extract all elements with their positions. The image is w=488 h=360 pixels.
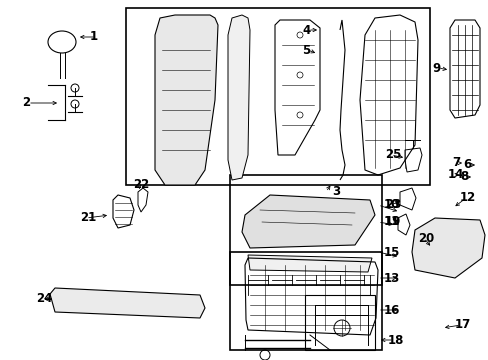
Text: 5: 5 — [302, 44, 309, 57]
Text: 1: 1 — [90, 31, 98, 44]
Text: 4: 4 — [302, 23, 309, 36]
Text: 3: 3 — [331, 185, 340, 198]
Text: 9: 9 — [431, 62, 439, 75]
Text: 24: 24 — [36, 292, 52, 305]
Text: 10: 10 — [383, 198, 400, 211]
Bar — [305, 295, 374, 350]
Polygon shape — [242, 195, 374, 248]
Text: 14: 14 — [447, 168, 464, 181]
Text: 23: 23 — [384, 198, 401, 211]
Text: 13: 13 — [383, 271, 400, 284]
Text: 16: 16 — [383, 303, 400, 316]
Text: 2: 2 — [22, 96, 30, 109]
Text: 25: 25 — [384, 148, 401, 162]
Bar — [126, 8, 429, 185]
Text: 6: 6 — [462, 158, 470, 171]
Text: 21: 21 — [80, 211, 96, 225]
Polygon shape — [227, 15, 249, 180]
Text: 12: 12 — [459, 192, 475, 204]
Text: 20: 20 — [417, 231, 433, 244]
Text: 7: 7 — [451, 157, 459, 170]
Polygon shape — [155, 15, 218, 185]
Text: 17: 17 — [454, 319, 470, 332]
Text: 18: 18 — [387, 333, 404, 346]
Text: 15: 15 — [383, 246, 400, 258]
Bar — [229, 252, 381, 350]
Text: 22: 22 — [133, 179, 149, 192]
Text: 19: 19 — [384, 216, 401, 229]
Polygon shape — [411, 218, 484, 278]
Polygon shape — [247, 255, 371, 272]
Text: 8: 8 — [459, 171, 468, 184]
Polygon shape — [50, 288, 204, 318]
Text: 11: 11 — [383, 216, 400, 229]
Bar — [229, 175, 381, 285]
